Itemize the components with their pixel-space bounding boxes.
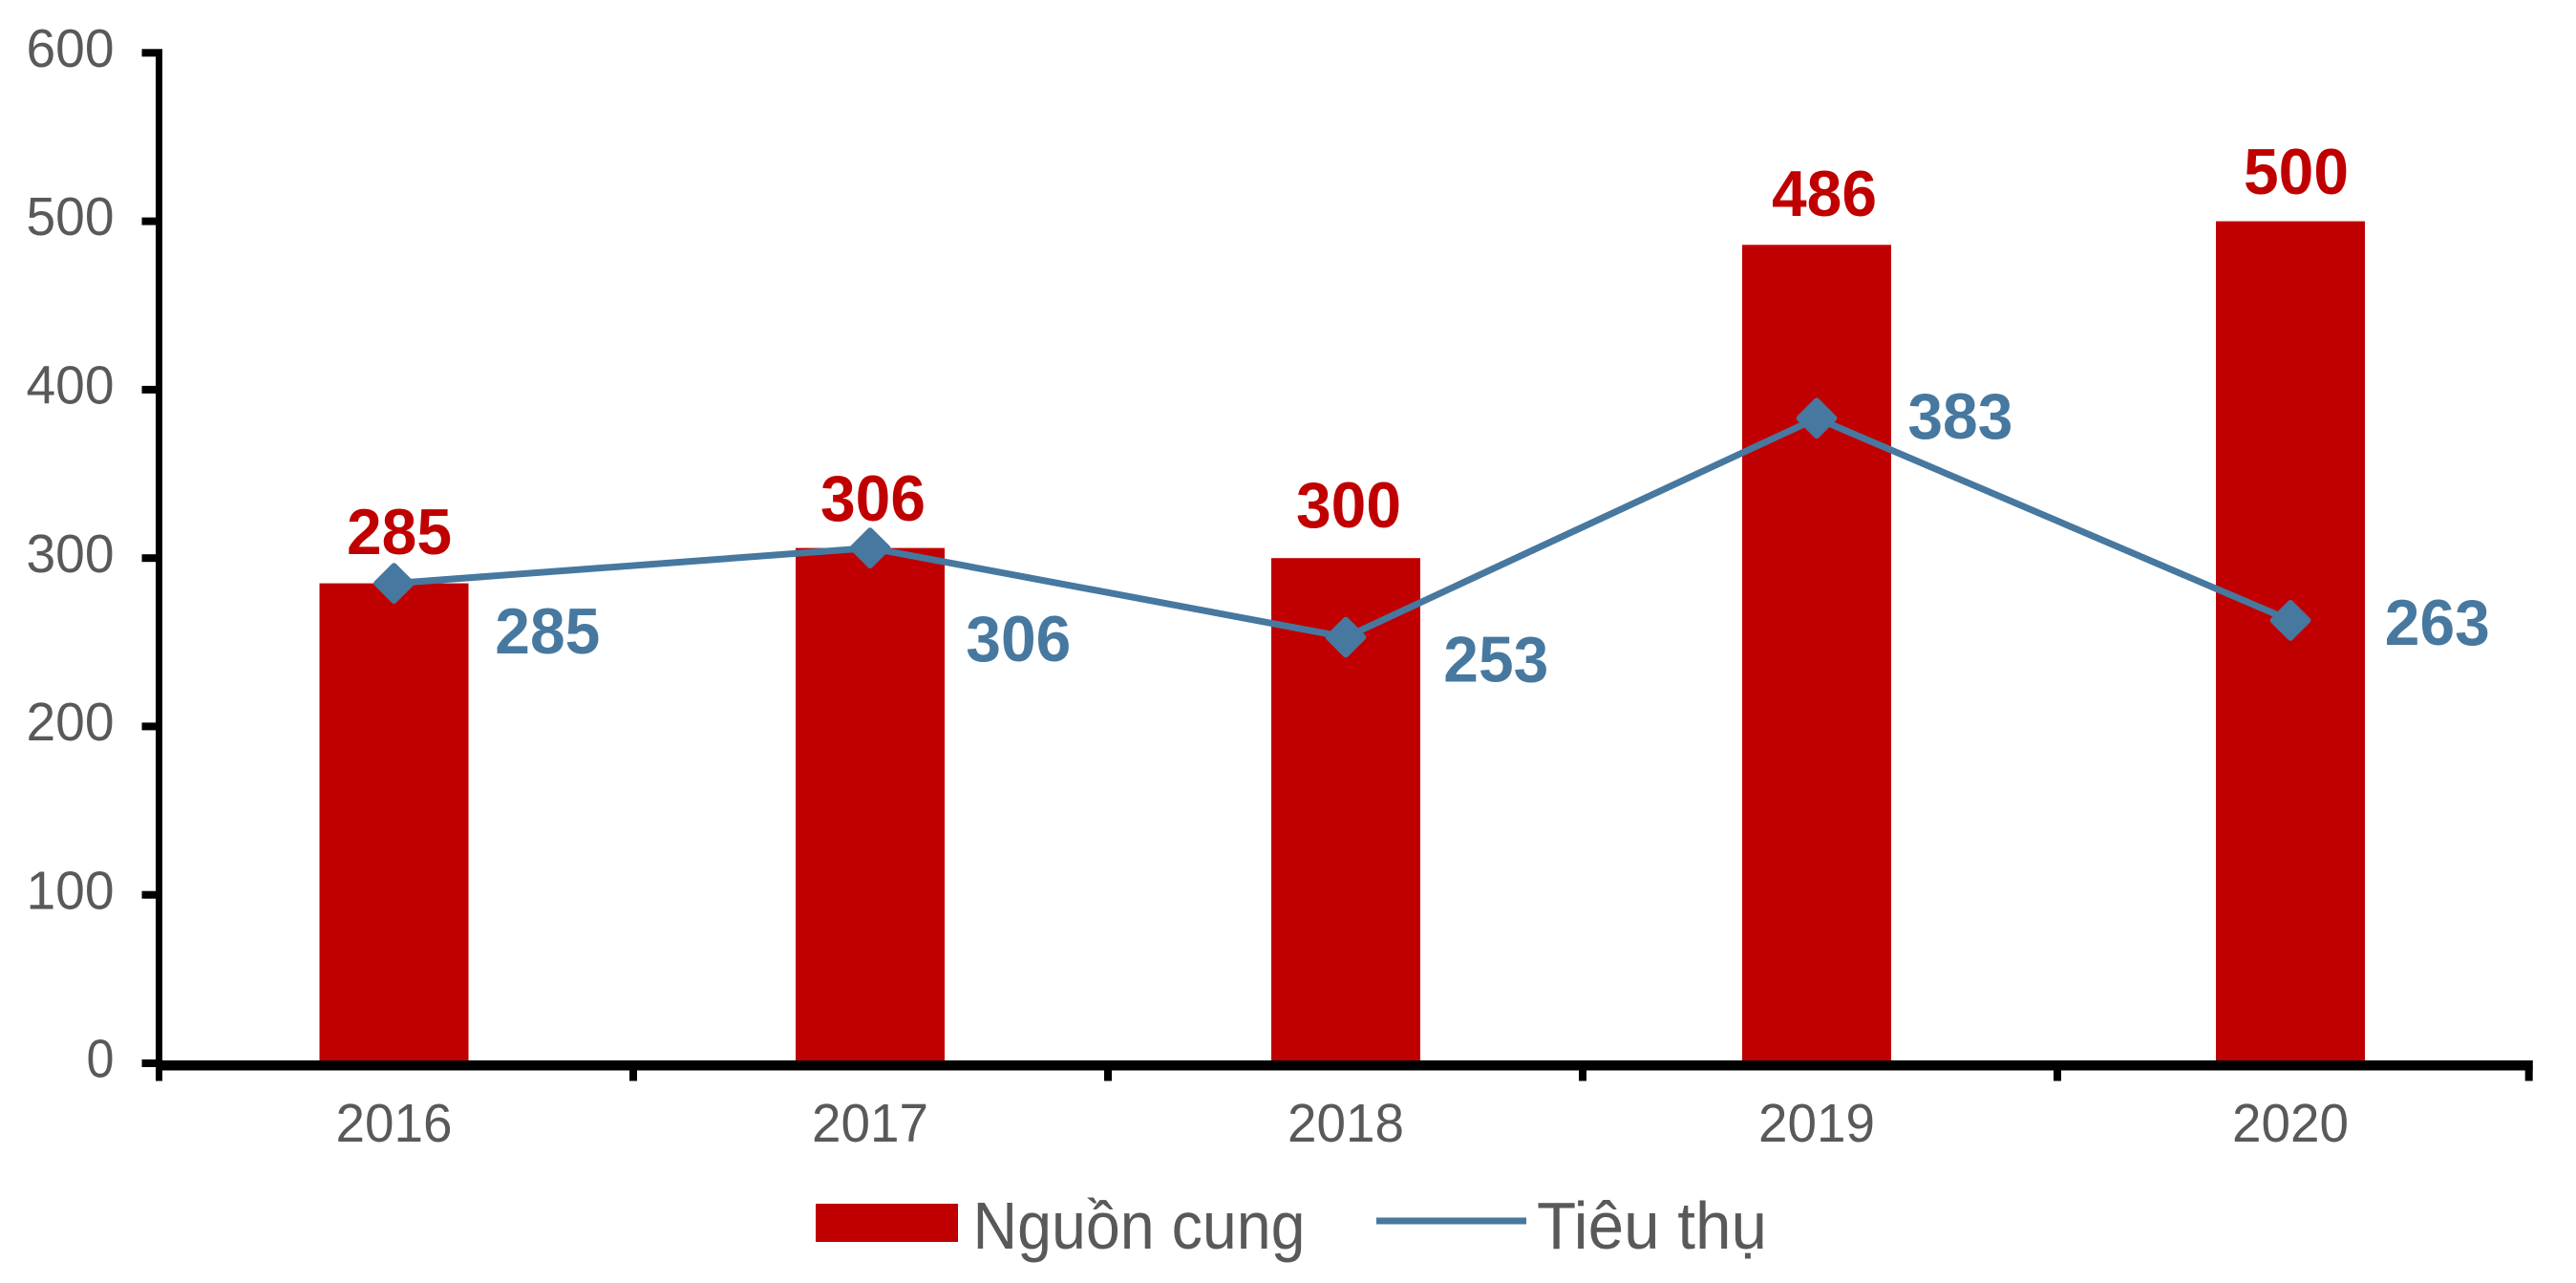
svg-text:306: 306: [966, 603, 1071, 675]
svg-text:0: 0: [87, 1029, 115, 1090]
svg-text:2017: 2017: [812, 1093, 928, 1154]
svg-text:263: 263: [2385, 587, 2490, 659]
svg-text:300: 300: [27, 524, 115, 585]
svg-text:500: 500: [27, 186, 115, 247]
svg-text:2018: 2018: [1288, 1093, 1404, 1154]
svg-text:200: 200: [27, 692, 115, 753]
svg-text:285: 285: [495, 595, 600, 668]
svg-text:Nguồn cung: Nguồn cung: [973, 1188, 1306, 1263]
svg-text:300: 300: [1296, 469, 1401, 542]
svg-text:306: 306: [820, 462, 926, 535]
svg-text:285: 285: [347, 496, 452, 568]
svg-text:383: 383: [1907, 380, 2012, 453]
svg-text:2020: 2020: [2232, 1093, 2349, 1154]
svg-text:400: 400: [27, 355, 115, 417]
svg-text:500: 500: [2244, 136, 2349, 208]
svg-text:Tiêu thụ: Tiêu thụ: [1537, 1188, 1767, 1263]
svg-text:2019: 2019: [1758, 1093, 1875, 1154]
svg-text:600: 600: [27, 18, 115, 79]
svg-text:486: 486: [1772, 158, 1877, 230]
svg-text:100: 100: [27, 860, 115, 921]
svg-text:2016: 2016: [336, 1093, 453, 1154]
svg-text:253: 253: [1443, 623, 1548, 695]
